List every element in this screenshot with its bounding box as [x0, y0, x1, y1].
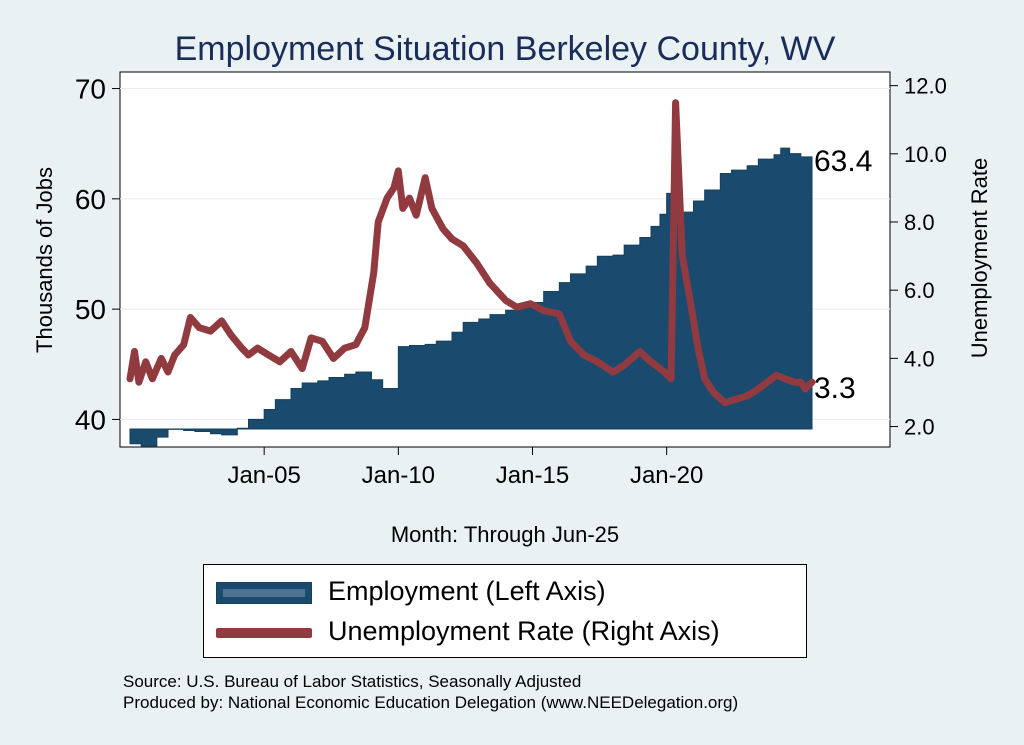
employment-area-layer — [129, 147, 813, 447]
legend-item-unemployment: Unemployment Rate (Right Axis) — [204, 613, 806, 653]
right-axis: 2.0 4.0 6.0 8.0 10.0 12.0 — [890, 74, 947, 440]
producer-note: Produced by: National Economic Education… — [123, 693, 739, 712]
x-tick-label: Jan-05 — [227, 462, 300, 489]
legend-swatch-employment — [216, 582, 312, 604]
right-tick-label: 2.0 — [904, 415, 935, 440]
right-tick-label: 6.0 — [904, 278, 935, 303]
end-label-unemployment: 3.3 — [814, 372, 856, 405]
right-tick-label: 8.0 — [904, 210, 935, 235]
chart-title: Employment Situation Berkeley County, WV — [175, 30, 836, 68]
legend-label-unemployment: Unemployment Rate (Right Axis) — [328, 616, 720, 646]
employment-area — [129, 147, 813, 447]
x-axis: Jan-05 Jan-10 Jan-15 Jan-20 — [227, 447, 703, 489]
left-axis: 40 50 60 70 — [75, 74, 120, 435]
legend-swatch-unemployment — [216, 628, 312, 638]
unemployment-line-layer — [126, 99, 816, 407]
legend-item-employment: Employment (Left Axis) — [204, 573, 806, 613]
x-tick-label: Jan-10 — [362, 462, 435, 489]
x-tick-label: Jan-15 — [496, 462, 569, 489]
left-tick-label: 50 — [75, 294, 106, 325]
end-label-employment: 63.4 — [814, 145, 872, 178]
x-axis-label: Month: Through Jun-25 — [391, 522, 619, 547]
x-tick-label: Jan-20 — [630, 462, 703, 489]
left-tick-label: 40 — [75, 404, 106, 435]
left-tick-label: 70 — [75, 74, 106, 105]
legend: Employment (Left Axis) Unemployment Rate… — [203, 564, 807, 658]
right-tick-label: 4.0 — [904, 346, 935, 371]
source-note: Source: U.S. Bureau of Labor Statistics,… — [123, 672, 582, 691]
right-tick-label: 10.0 — [904, 142, 947, 167]
right-tick-label: 12.0 — [904, 74, 947, 99]
y-axis-left-label: Thousands of Jobs — [32, 167, 57, 353]
y-axis-right-label: Unemployment Rate — [967, 158, 992, 359]
legend-label-employment: Employment (Left Axis) — [328, 576, 606, 606]
chart-svg: Employment Situation Berkeley County, WV… — [32, 30, 992, 547]
unemployment-line — [126, 99, 816, 407]
left-tick-label: 60 — [75, 184, 106, 215]
